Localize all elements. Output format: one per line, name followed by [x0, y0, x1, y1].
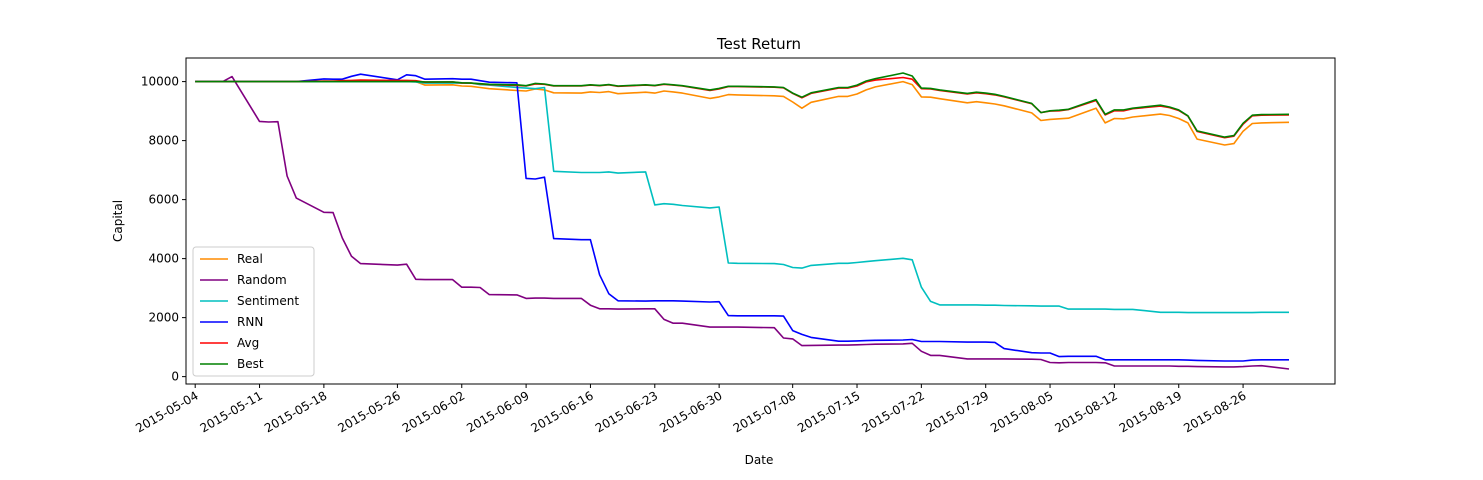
- legend-label-real: Real: [237, 252, 263, 266]
- x-axis-label: Date: [745, 453, 774, 467]
- y-tick-label: 10000: [141, 75, 179, 89]
- chart-title: Test Return: [716, 35, 801, 53]
- legend: Real Random Sentiment RNN Avg Best: [192, 246, 315, 377]
- series-line-rnn: [195, 73, 1289, 362]
- legend-label-avg: Avg: [237, 336, 259, 350]
- y-axis-label: Capital: [111, 200, 125, 242]
- y-tick-label: 8000: [148, 134, 179, 148]
- y-tick-label: 2000: [148, 311, 179, 325]
- legend-label-random: Random: [237, 273, 287, 287]
- y-tick-label: 0: [171, 370, 179, 384]
- y-tick-label: 4000: [148, 252, 179, 266]
- legend-label-sentiment: Sentiment: [237, 294, 299, 308]
- legend-label-rnn: RNN: [237, 315, 263, 329]
- y-axis-ticks: 0 2000 4000 6000 8000 10000: [141, 75, 186, 384]
- plot-lines: [195, 72, 1290, 370]
- series-line-best: [195, 72, 1290, 138]
- plot-frame: [185, 57, 1336, 385]
- legend-label-best: Best: [237, 357, 264, 371]
- series-line-random: [195, 75, 1290, 370]
- y-tick-label: 6000: [148, 193, 179, 207]
